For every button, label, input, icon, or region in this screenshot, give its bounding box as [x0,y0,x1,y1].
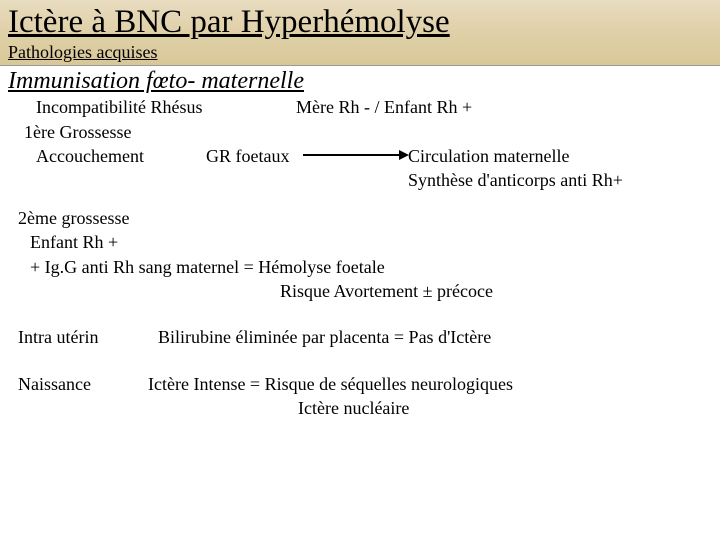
page-title: Ictère à BNC par Hyperhémolyse [8,4,712,40]
row-accouchement: Accouchement GR foetaux Circulation mate… [8,144,712,168]
label-intra: Intra utérin [8,325,158,349]
text-circulation: Circulation maternelle [408,144,623,168]
text-mother-child: Mère Rh - / Enfant Rh + [296,95,472,119]
text-igg: + Ig.G anti Rh sang maternel = Hémolyse … [8,255,712,279]
arrow-icon [301,144,411,168]
text-gr-foetaux: GR foetaux [206,144,301,168]
text-grossesse1: 1ère Grossesse [8,120,712,144]
subtitle-pathologies: Pathologies acquises [8,42,712,63]
text-naissance1: Ictère Intense = Risque de séquelles neu… [148,372,513,396]
text-incompat: Incompatibilité Rhésus [8,95,296,119]
text-synthese: Synthèse d'anticorps anti Rh+ [408,168,623,192]
subtitle-immunisation: Immunisation fœto- maternelle [0,68,720,95]
content-body: Incompatibilité Rhésus Mère Rh - / Enfan… [0,95,720,420]
label-naissance: Naissance [8,372,148,396]
text-risque: Risque Avortement ± précoce [8,279,712,303]
row-naissance: Naissance Ictère Intense = Risque de séq… [8,372,712,421]
text-intra: Bilirubine éliminée par placenta = Pas d… [158,325,491,349]
row-incompat: Incompatibilité Rhésus Mère Rh - / Enfan… [8,95,712,119]
text-enfant-rh: Enfant Rh + [8,230,712,254]
text-accouchement: Accouchement [8,144,206,168]
text-grossesse2: 2ème grossesse [8,206,712,230]
row-intra: Intra utérin Bilirubine éliminée par pla… [8,325,712,349]
title-band: Ictère à BNC par Hyperhémolyse Pathologi… [0,0,720,66]
text-naissance2: Ictère nucléaire [148,396,513,420]
